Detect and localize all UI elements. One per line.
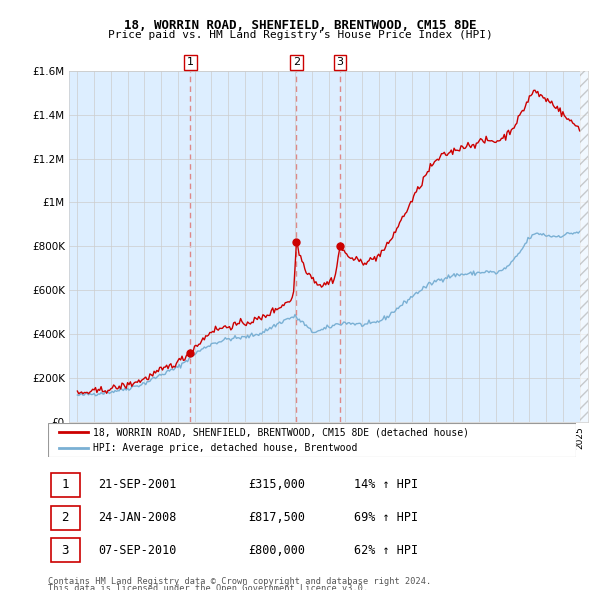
Text: 1: 1 bbox=[61, 478, 69, 491]
Text: 2: 2 bbox=[61, 511, 69, 525]
Text: This data is licensed under the Open Government Licence v3.0.: This data is licensed under the Open Gov… bbox=[48, 584, 368, 590]
Bar bbox=[580, 71, 588, 422]
Text: 24-JAN-2008: 24-JAN-2008 bbox=[98, 511, 176, 525]
Text: Contains HM Land Registry data © Crown copyright and database right 2024.: Contains HM Land Registry data © Crown c… bbox=[48, 577, 431, 586]
Text: £817,500: £817,500 bbox=[248, 511, 305, 525]
Text: 69% ↑ HPI: 69% ↑ HPI bbox=[354, 511, 418, 525]
Text: 14% ↑ HPI: 14% ↑ HPI bbox=[354, 478, 418, 491]
Text: 3: 3 bbox=[61, 544, 69, 557]
Text: 1: 1 bbox=[187, 57, 194, 67]
Text: 62% ↑ HPI: 62% ↑ HPI bbox=[354, 544, 418, 557]
Text: 2: 2 bbox=[293, 57, 300, 67]
FancyBboxPatch shape bbox=[50, 473, 80, 497]
Text: Price paid vs. HM Land Registry's House Price Index (HPI): Price paid vs. HM Land Registry's House … bbox=[107, 30, 493, 40]
Text: 07-SEP-2010: 07-SEP-2010 bbox=[98, 544, 176, 557]
Text: £315,000: £315,000 bbox=[248, 478, 305, 491]
Text: HPI: Average price, detached house, Brentwood: HPI: Average price, detached house, Bren… bbox=[93, 443, 357, 453]
Text: £800,000: £800,000 bbox=[248, 544, 305, 557]
Text: 21-SEP-2001: 21-SEP-2001 bbox=[98, 478, 176, 491]
Text: 18, WORRIN ROAD, SHENFIELD, BRENTWOOD, CM15 8DE: 18, WORRIN ROAD, SHENFIELD, BRENTWOOD, C… bbox=[124, 19, 476, 32]
FancyBboxPatch shape bbox=[50, 506, 80, 530]
Text: 3: 3 bbox=[337, 57, 343, 67]
FancyBboxPatch shape bbox=[48, 423, 576, 457]
FancyBboxPatch shape bbox=[50, 539, 80, 562]
Bar bbox=[580, 71, 588, 422]
Text: 18, WORRIN ROAD, SHENFIELD, BRENTWOOD, CM15 8DE (detached house): 18, WORRIN ROAD, SHENFIELD, BRENTWOOD, C… bbox=[93, 427, 469, 437]
